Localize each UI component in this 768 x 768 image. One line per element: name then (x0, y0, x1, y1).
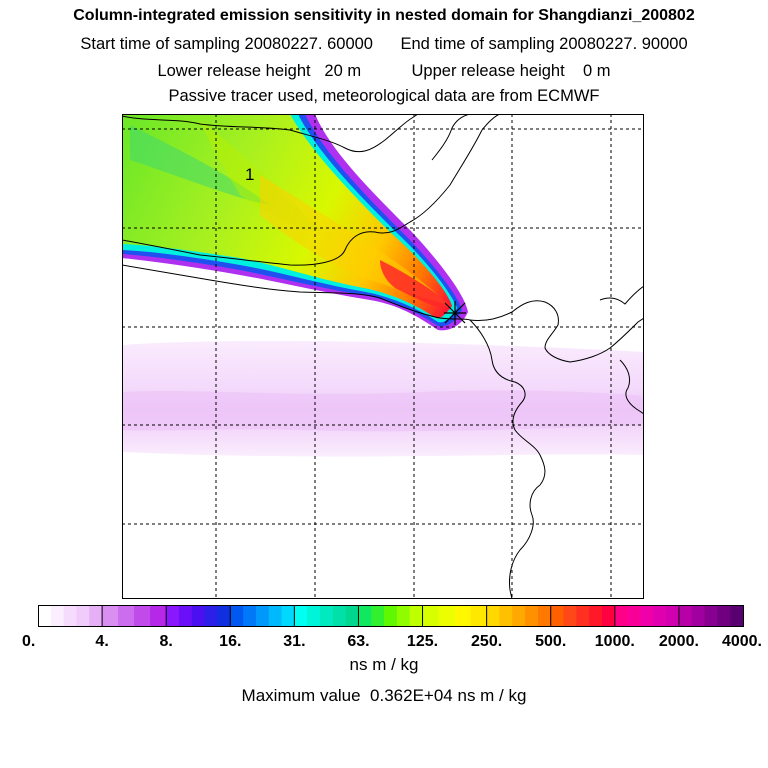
colorbar-tick-label: 500. (535, 633, 566, 650)
colorbar-tick-label: 250. (471, 633, 502, 650)
plot-title: Column-integrated emission sensitivity i… (73, 7, 695, 24)
max-label: Maximum value (241, 686, 361, 705)
graticule (122, 114, 644, 599)
lower-label: Lower release height (157, 62, 311, 80)
end-value: 20080227. 90000 (559, 35, 688, 53)
plume-red-core (380, 260, 452, 308)
coastlines (122, 114, 644, 599)
colorbar-tick-label: 31. (283, 633, 305, 650)
colorbar-unit: ns m / kg (349, 655, 419, 674)
colorbar-tick-label: 16. (219, 633, 241, 650)
colorbar-tick-label: 1000. (595, 633, 635, 650)
colorbar-tick-label: 8. (160, 633, 173, 650)
upper-label: Upper release height (411, 62, 565, 80)
upper-value: 0 m (583, 62, 611, 80)
colorbar-tick-label: 2000. (659, 633, 699, 650)
field-layer (122, 114, 644, 599)
map-frame (122, 114, 644, 599)
colorbar-tick-label: 0. (22, 633, 35, 650)
colorbar-tick-label: 4000. (722, 633, 762, 650)
emission-sensitivity-map: 1 (122, 114, 644, 599)
maximum-value: Maximum value 0.362E+04 ns m / kg (0, 686, 768, 706)
colorbar-tick-labels: 0. 4. 8. 16. 31. 63. 125. 250. 500. 1000. 2000. 400… (22, 633, 762, 650)
max-value: 0.362E+04 ns m / kg (370, 686, 527, 705)
release-heights: Lower release height 20 m Upper release … (0, 61, 768, 81)
tracer-note: Passive tracer used, meteorological data… (168, 87, 600, 105)
colorbar-tick-label: 125. (407, 633, 438, 650)
colorbar-tick-label: 4. (95, 633, 108, 650)
colorbar-tick-label: 63. (347, 633, 369, 650)
lower-value: 20 m (324, 62, 362, 80)
sampling-times: Start time of sampling 20080227. 60000 E… (0, 34, 768, 54)
end-label: End time of sampling (400, 35, 555, 53)
weak-sensitivity-core (122, 390, 644, 432)
start-value: 20080227. 60000 (244, 35, 373, 53)
start-label: Start time of sampling (80, 35, 240, 53)
receptor-star-icon (444, 301, 466, 325)
map-marker-label: 1 (245, 165, 254, 184)
